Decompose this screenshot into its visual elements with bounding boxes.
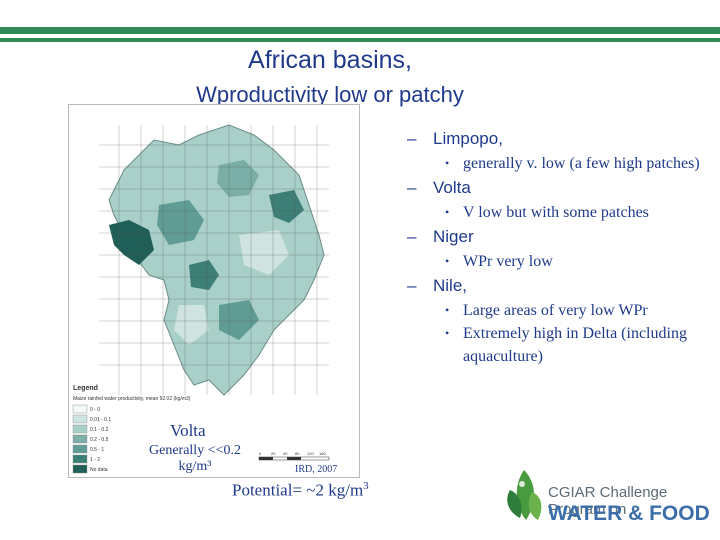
- legend-swatch: [72, 444, 88, 454]
- top-stripe-thin: [0, 38, 720, 42]
- bullet-label: Nile,: [433, 276, 468, 295]
- sub-bullet: • Large areas of very low WPr: [407, 299, 717, 322]
- map-generally-line1: Generally <<0.2: [149, 443, 241, 458]
- basin-patch-light: [174, 305, 209, 345]
- legend-swatch: [72, 454, 88, 464]
- basin-patch-light: [239, 230, 289, 275]
- logo-line1: CGIAR Challenge Program on: [548, 484, 668, 518]
- map-grid: [99, 125, 329, 395]
- sub-bullet-text: V low but with some patches: [463, 204, 649, 221]
- basin-patch-dark: [109, 220, 154, 265]
- bullet-nile: – Nile,: [407, 273, 717, 299]
- map-credit: IRD, 2007: [295, 464, 338, 475]
- scale-label: 0: [259, 451, 262, 456]
- legend-item: 1 - 2: [90, 457, 100, 463]
- sub-bullet-text: WPr very low: [463, 253, 553, 270]
- legend-swatches: [72, 404, 88, 474]
- potential-note: Potential= ~2 kg/m3: [232, 480, 369, 501]
- legend-swatch: [72, 434, 88, 444]
- bullet-niger: – Niger: [407, 224, 717, 250]
- scale-label: 160: [319, 451, 326, 456]
- map-generally-line2: kg/m³: [178, 459, 212, 474]
- basin-patch-mid: [217, 160, 259, 197]
- legend-title: Legend: [73, 385, 98, 392]
- legend-swatch: [72, 424, 88, 434]
- bullet-limpopo: – Limpopo,: [407, 126, 717, 152]
- map-volta-label: Volta: [170, 421, 206, 440]
- slide-subtitle: Wproductivity low or patchy: [196, 82, 464, 107]
- map-generally-note: Generally <<0.2 kg/m³: [140, 443, 250, 475]
- cgiar-logo: [507, 470, 542, 520]
- map-svg: Legend Maize rainfed water productivity,…: [72, 124, 330, 474]
- basin-patch-dark: [189, 260, 219, 290]
- legend-item: 0.2 - 0.5: [90, 437, 109, 443]
- bullet-label: Limpopo,: [433, 129, 503, 148]
- scale-label: 80: [295, 451, 300, 456]
- sub-bullet: • V low but with some patches: [407, 201, 717, 224]
- potential-exponent: 3: [363, 480, 369, 492]
- bullet-volta: – Volta: [407, 175, 717, 201]
- legend-item: 0.01 - 0.1: [90, 417, 111, 423]
- potential-text: Potential= ~2 kg/m: [232, 480, 364, 500]
- sub-bullet-text: Large areas of very low WPr: [463, 302, 648, 319]
- top-stripe: [0, 27, 720, 34]
- legend-item: 0.1 - 0.2: [90, 427, 109, 433]
- legend-subtitle: Maize rainfed water productivity, mean 9…: [73, 396, 191, 402]
- sub-bullet: • Extremely high in Delta (including aqua…: [407, 322, 717, 368]
- slide-title: African basins,: [248, 46, 412, 74]
- legend-item: 0.5 - 1: [90, 447, 104, 453]
- legend-item: 0 - 0: [90, 407, 100, 413]
- sub-bullet-text: generally v. low (a few high patches): [463, 155, 700, 172]
- scale-label: 40: [283, 451, 288, 456]
- scale-label: 120: [307, 451, 314, 456]
- legend-swatch: [72, 414, 88, 424]
- legend-swatch: [72, 464, 88, 474]
- sub-bullet: • WPr very low: [407, 250, 717, 273]
- scale-label: 20: [271, 451, 276, 456]
- leaf-icon: [507, 470, 542, 520]
- logo-line2: WATER & FOOD: [548, 502, 710, 525]
- volta-basin-map: Legend Maize rainfed water productivity,…: [68, 104, 360, 478]
- legend-item: No data: [90, 467, 108, 473]
- scale-bar: 0 20 40 80 120 160: [258, 451, 330, 461]
- sub-bullet-text: Extremely high in Delta (including aquac…: [463, 325, 687, 365]
- bullet-label: Niger: [433, 227, 474, 246]
- bullet-list: – Limpopo, • generally v. low (a few high …: [407, 126, 717, 368]
- sub-bullet: • generally v. low (a few high patches): [407, 152, 717, 175]
- legend-swatch: [72, 404, 88, 414]
- bullet-label: Volta: [433, 178, 471, 197]
